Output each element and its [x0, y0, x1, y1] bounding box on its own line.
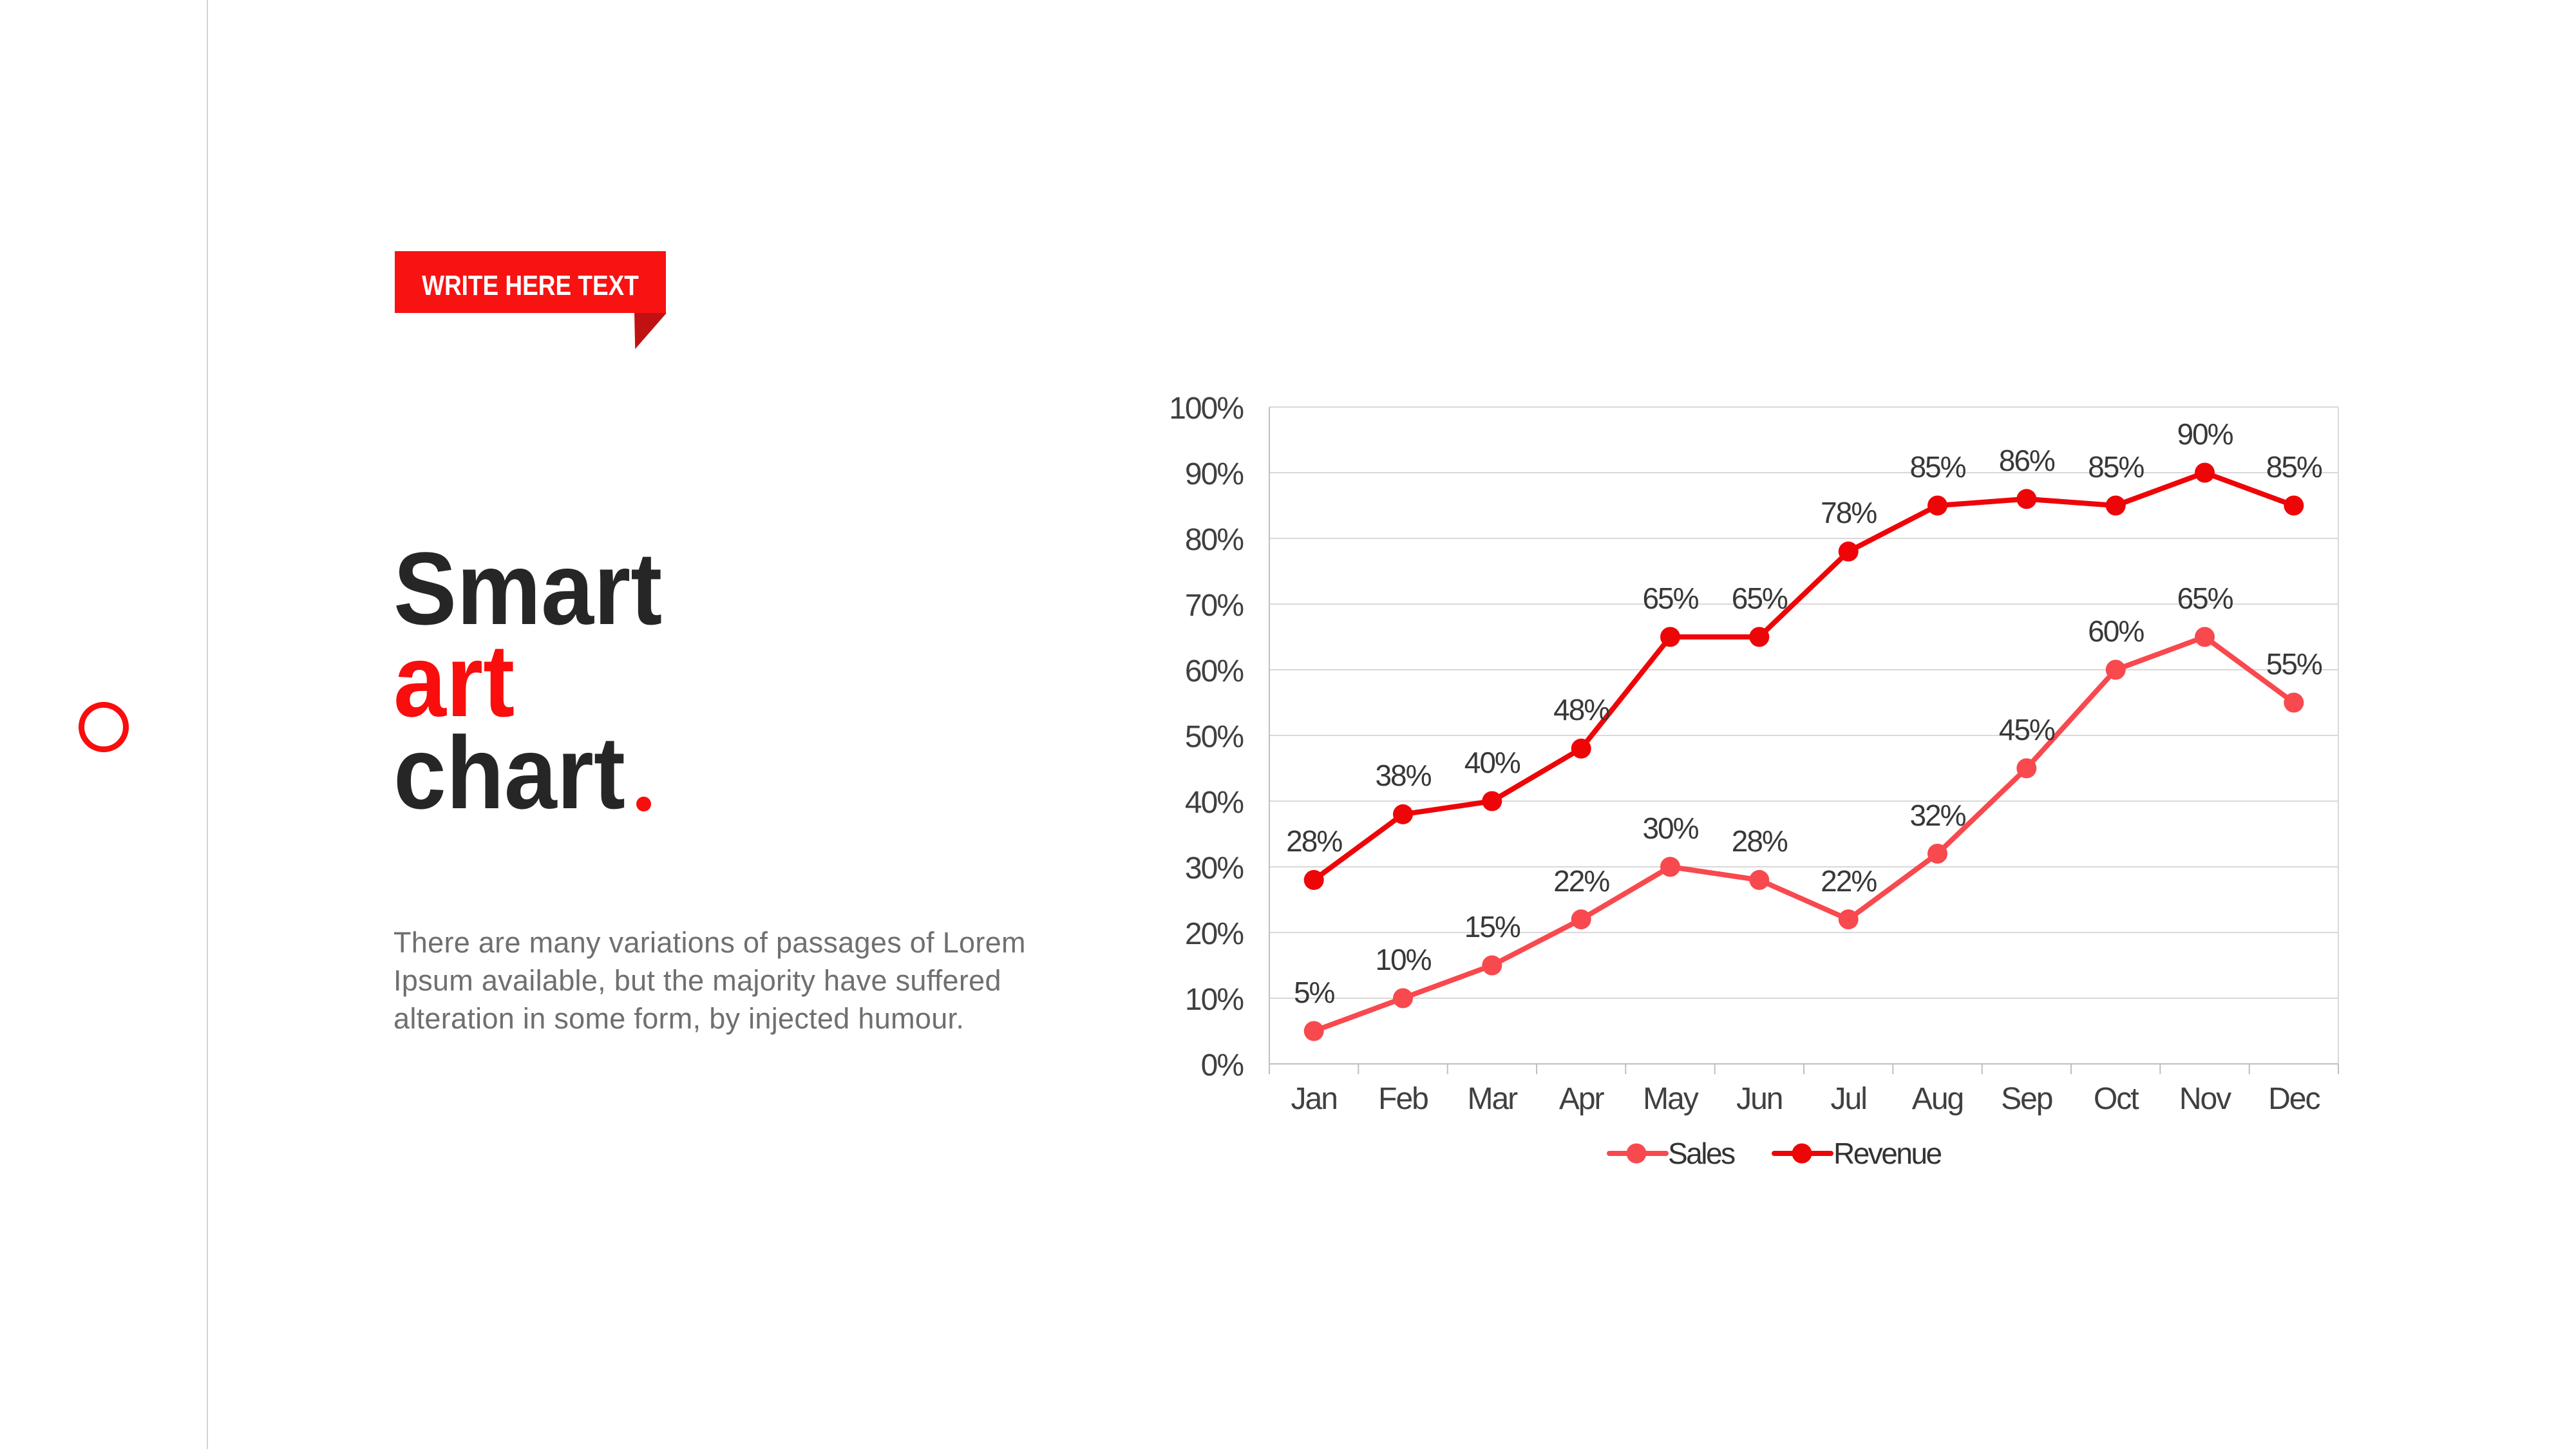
svg-text:Sales: Sales: [1668, 1137, 1735, 1170]
svg-text:100%: 100%: [1169, 392, 1243, 426]
svg-text:48%: 48%: [1553, 693, 1609, 726]
svg-text:Nov: Nov: [2179, 1082, 2231, 1116]
svg-text:80%: 80%: [1185, 523, 1243, 557]
svg-text:85%: 85%: [1909, 450, 1965, 484]
svg-text:65%: 65%: [2177, 582, 2233, 615]
svg-text:Feb: Feb: [1378, 1082, 1428, 1116]
svg-text:Jul: Jul: [1831, 1082, 1866, 1116]
svg-text:50%: 50%: [1185, 720, 1243, 754]
svg-text:28%: 28%: [1732, 824, 1788, 858]
svg-text:Revenue: Revenue: [1833, 1137, 1942, 1170]
svg-text:28%: 28%: [1286, 824, 1342, 858]
svg-text:86%: 86%: [1999, 444, 2055, 477]
svg-text:Apr: Apr: [1559, 1082, 1605, 1116]
svg-text:Aug: Aug: [1912, 1082, 1963, 1116]
svg-text:32%: 32%: [1909, 799, 1965, 832]
svg-text:Oct: Oct: [2094, 1082, 2139, 1116]
svg-text:70%: 70%: [1185, 589, 1243, 623]
svg-text:60%: 60%: [2088, 614, 2144, 648]
svg-text:90%: 90%: [2177, 417, 2233, 451]
svg-text:Jan: Jan: [1291, 1082, 1337, 1116]
svg-text:22%: 22%: [1821, 864, 1877, 898]
svg-text:40%: 40%: [1464, 746, 1520, 779]
svg-text:20%: 20%: [1185, 917, 1243, 951]
svg-text:78%: 78%: [1821, 496, 1877, 529]
svg-text:45%: 45%: [1999, 713, 2055, 746]
svg-text:55%: 55%: [2266, 647, 2322, 681]
svg-text:65%: 65%: [1732, 582, 1788, 615]
svg-text:90%: 90%: [1185, 457, 1243, 491]
svg-text:85%: 85%: [2266, 450, 2322, 484]
svg-text:Jun: Jun: [1736, 1082, 1782, 1116]
svg-text:Mar: Mar: [1467, 1082, 1518, 1116]
svg-text:60%: 60%: [1185, 654, 1243, 688]
svg-text:0%: 0%: [1201, 1048, 1244, 1083]
svg-text:Sep: Sep: [2001, 1082, 2052, 1116]
svg-text:10%: 10%: [1375, 943, 1431, 976]
svg-text:30%: 30%: [1642, 811, 1698, 845]
svg-text:38%: 38%: [1375, 759, 1431, 792]
svg-text:65%: 65%: [1642, 582, 1698, 615]
svg-text:30%: 30%: [1185, 851, 1243, 886]
svg-text:Dec: Dec: [2268, 1082, 2320, 1116]
svg-text:40%: 40%: [1185, 786, 1243, 820]
svg-text:May: May: [1643, 1082, 1699, 1116]
svg-text:5%: 5%: [1294, 976, 1335, 1009]
svg-text:15%: 15%: [1464, 910, 1520, 943]
svg-text:22%: 22%: [1553, 864, 1609, 898]
svg-text:85%: 85%: [2088, 450, 2144, 484]
svg-text:10%: 10%: [1185, 983, 1243, 1017]
